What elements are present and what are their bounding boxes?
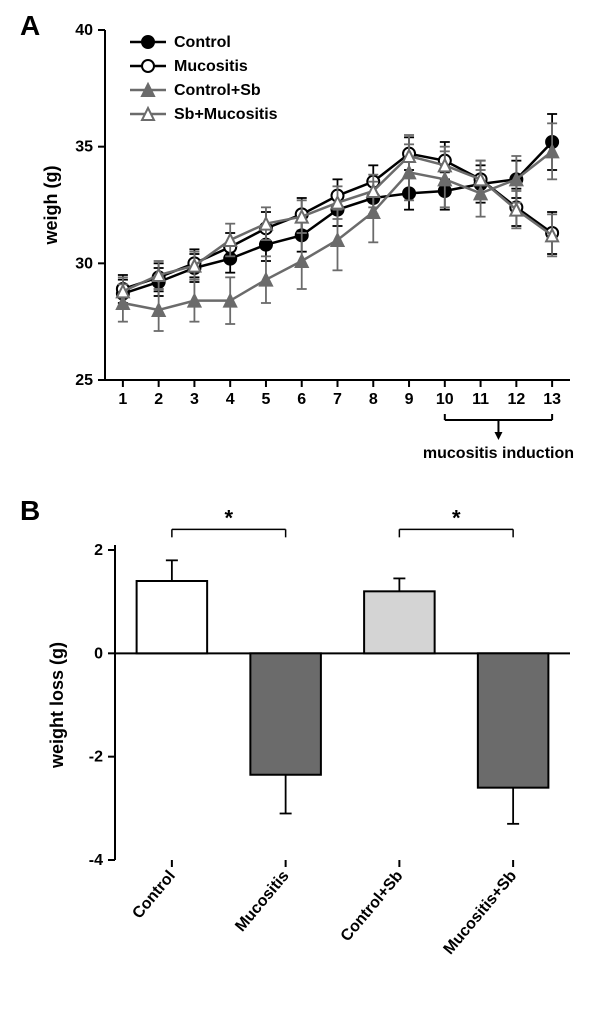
svg-text:*: *	[224, 505, 233, 530]
svg-text:weigh (g): weigh (g)	[41, 166, 61, 246]
svg-text:10: 10	[436, 391, 454, 408]
svg-text:6: 6	[297, 391, 306, 408]
svg-text:Control+Sb: Control+Sb	[338, 867, 407, 944]
svg-text:1: 1	[118, 391, 127, 408]
svg-text:Mucositis: Mucositis	[232, 868, 293, 936]
svg-text:2: 2	[94, 542, 103, 559]
svg-text:Control: Control	[129, 868, 179, 922]
svg-text:mucositis induction: mucositis induction	[423, 445, 574, 462]
svg-text:2: 2	[154, 391, 163, 408]
svg-text:Control: Control	[174, 34, 231, 51]
svg-text:Control+Sb: Control+Sb	[174, 82, 261, 99]
svg-text:7: 7	[333, 391, 342, 408]
svg-text:12: 12	[507, 391, 525, 408]
svg-text:9: 9	[405, 391, 414, 408]
svg-text:8: 8	[369, 391, 378, 408]
svg-text:13: 13	[543, 391, 561, 408]
svg-text:-4: -4	[89, 852, 103, 869]
svg-text:Sb+Mucositis: Sb+Mucositis	[174, 106, 278, 123]
panel-a-chart: 2530354012345678910111213weigh (g)mucosi…	[30, 10, 590, 480]
svg-text:40: 40	[75, 22, 93, 39]
svg-text:*: *	[452, 505, 461, 530]
svg-text:3: 3	[190, 391, 199, 408]
svg-text:4: 4	[226, 391, 235, 408]
svg-text:5: 5	[262, 391, 271, 408]
panel-b-chart: -4 -2 0 2 weight loss (g) Control Mucositis Con…	[30, 495, 590, 1005]
svg-text:30: 30	[75, 255, 93, 272]
svg-text:25: 25	[75, 372, 93, 389]
svg-text:Mucositis: Mucositis	[174, 58, 248, 75]
svg-text:35: 35	[75, 139, 93, 156]
svg-text:0: 0	[94, 645, 103, 662]
figure: A 2530354012345678910111213weigh (g)muco…	[10, 10, 590, 1007]
svg-text:11: 11	[472, 391, 489, 408]
svg-text:Mucositis+Sb: Mucositis+Sb	[441, 867, 521, 957]
svg-text:weight loss (g): weight loss (g)	[47, 642, 67, 769]
svg-text:-2: -2	[89, 749, 103, 766]
